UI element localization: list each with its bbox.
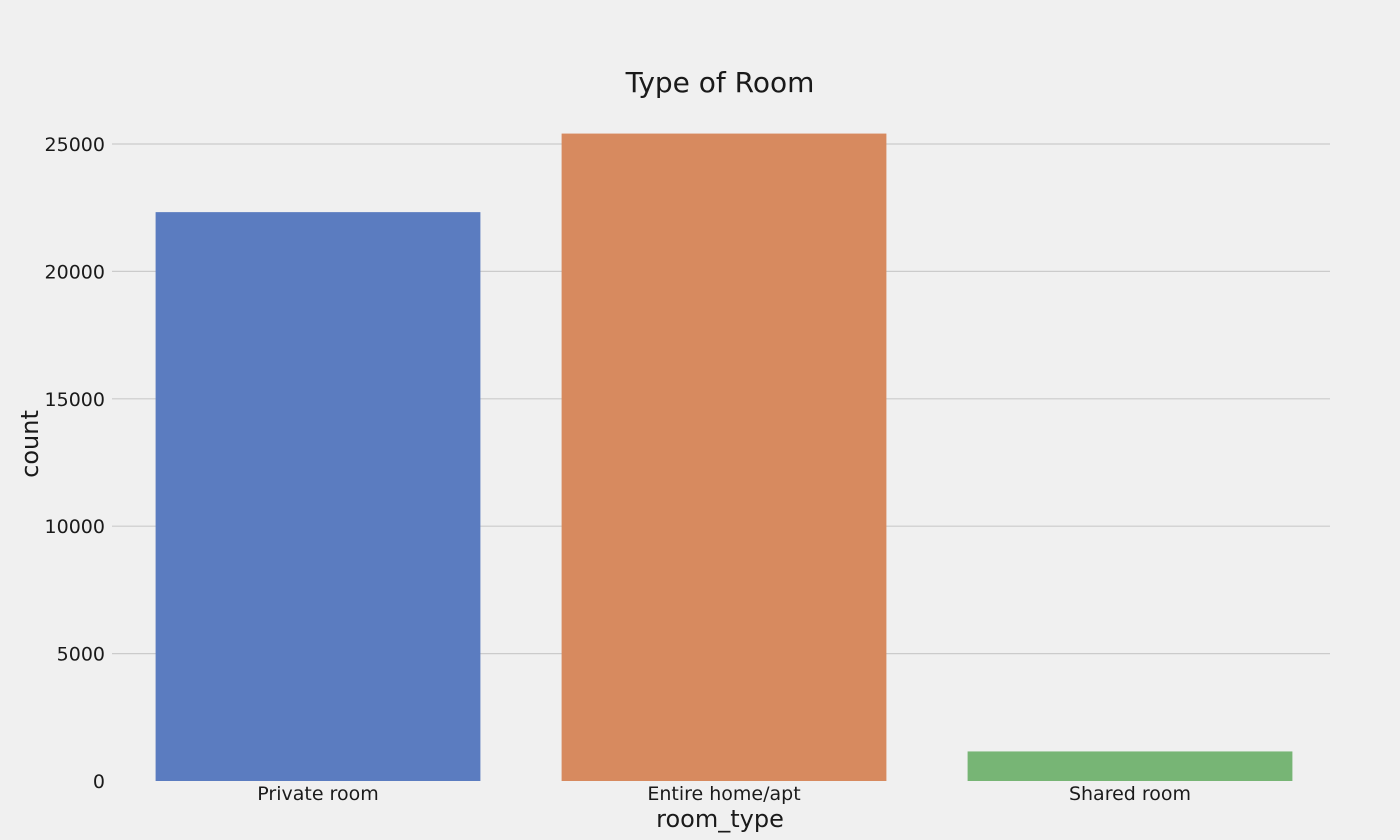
bar-private-room [155, 212, 481, 781]
bar-entire-home-apt [561, 133, 887, 781]
x-tick-label: Entire home/apt [647, 783, 800, 805]
y-axis-label: count [16, 410, 44, 478]
y-tick-label: 0 [93, 771, 105, 793]
y-tick-label: 5000 [57, 644, 105, 666]
chart-title: Type of Room [625, 66, 815, 99]
x-tick-label: Private room [257, 783, 378, 805]
x-tick-labels: Private room Entire home/apt Shared room [257, 783, 1191, 805]
y-tick-label: 15000 [45, 389, 105, 411]
y-tick-label: 25000 [45, 134, 105, 156]
y-tick-labels: 0 5000 10000 15000 20000 25000 [45, 134, 105, 793]
x-tick-label: Shared room [1069, 783, 1191, 805]
x-axis-label: room_type [656, 805, 784, 833]
y-tick-label: 20000 [45, 261, 105, 283]
bar-shared-room [967, 751, 1293, 781]
bars-layer [155, 133, 1293, 781]
y-tick-label: 10000 [45, 516, 105, 538]
